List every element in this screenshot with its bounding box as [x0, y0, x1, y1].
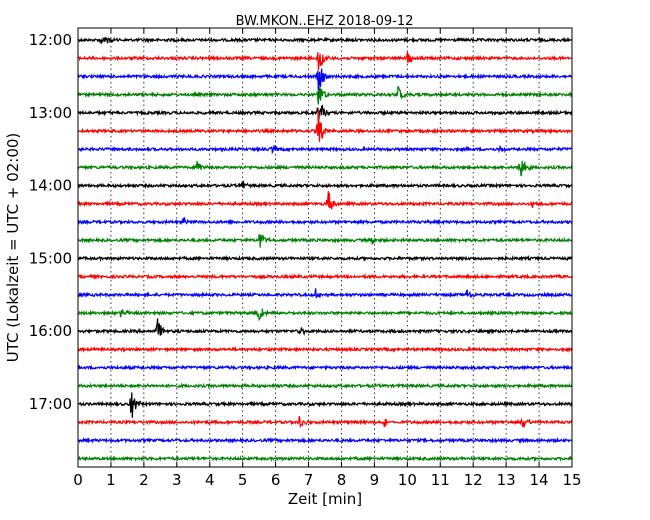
- trace-line: [77, 455, 573, 463]
- x-tick-label: 11: [431, 471, 450, 489]
- trace-line: [77, 68, 573, 99]
- chart-title: BW.MKON..EHZ 2018-09-12: [236, 14, 414, 29]
- trace-line: [77, 308, 573, 322]
- trace-line: [77, 288, 573, 299]
- x-tick-label: 3: [172, 471, 182, 489]
- x-tick-label: 9: [370, 471, 380, 489]
- x-tick-label: 8: [337, 471, 347, 489]
- y-axis-label: UTC (Lokalzeit = UTC + 02:00): [4, 133, 22, 363]
- trace-line: [77, 190, 573, 210]
- x-tick-label: 6: [271, 471, 281, 489]
- trace-line: [77, 382, 573, 390]
- axis-ticks: 0 1 2 3 4 5 6 7 8 9 10 11 12 13 14 1512:0013:0014:0015:…: [29, 28, 582, 489]
- trace-line: [78, 392, 573, 418]
- trace-line: [77, 85, 573, 105]
- trace-line: [77, 145, 573, 155]
- trace-line: [77, 436, 573, 444]
- trace-line: [77, 254, 573, 263]
- y-tick-label: 17:00: [29, 395, 72, 413]
- y-tick-label: 15:00: [29, 249, 72, 267]
- trace-line: [77, 104, 573, 124]
- x-tick-label: 12: [464, 471, 483, 489]
- trace-line: [77, 272, 573, 281]
- x-tick-label: 10: [398, 471, 417, 489]
- y-tick-label: 16:00: [29, 322, 72, 340]
- x-tick-label: 4: [205, 471, 215, 489]
- y-tick-label: 12:00: [29, 31, 72, 49]
- trace-line: [77, 345, 573, 353]
- y-tick-label: 13:00: [29, 104, 72, 122]
- trace-line: [77, 52, 573, 71]
- x-tick-label: 2: [139, 471, 149, 489]
- trace-line: [77, 318, 573, 336]
- trace-line: [77, 36, 573, 44]
- y-tick-label: 14:00: [29, 177, 72, 195]
- trace-line: [77, 364, 573, 372]
- trace-line: [77, 234, 573, 248]
- x-tick-label: 14: [530, 471, 549, 489]
- plot-frame: [77, 27, 573, 468]
- trace-line: [77, 216, 573, 226]
- trace-line: [77, 415, 573, 429]
- x-tick-label: 13: [497, 471, 516, 489]
- seismogram-traces: [77, 36, 573, 463]
- x-tick-label: 1: [106, 471, 116, 489]
- trace-line: [77, 180, 573, 190]
- x-tick-label: 15: [562, 471, 581, 489]
- grid-lines: [110, 28, 540, 467]
- x-tick-label: 7: [304, 471, 314, 489]
- x-tick-label: 5: [238, 471, 248, 489]
- x-tick-label: 0: [73, 471, 83, 489]
- x-axis-label: Zeit [min]: [288, 490, 362, 508]
- trace-line: [77, 109, 573, 142]
- trace-line: [77, 160, 573, 177]
